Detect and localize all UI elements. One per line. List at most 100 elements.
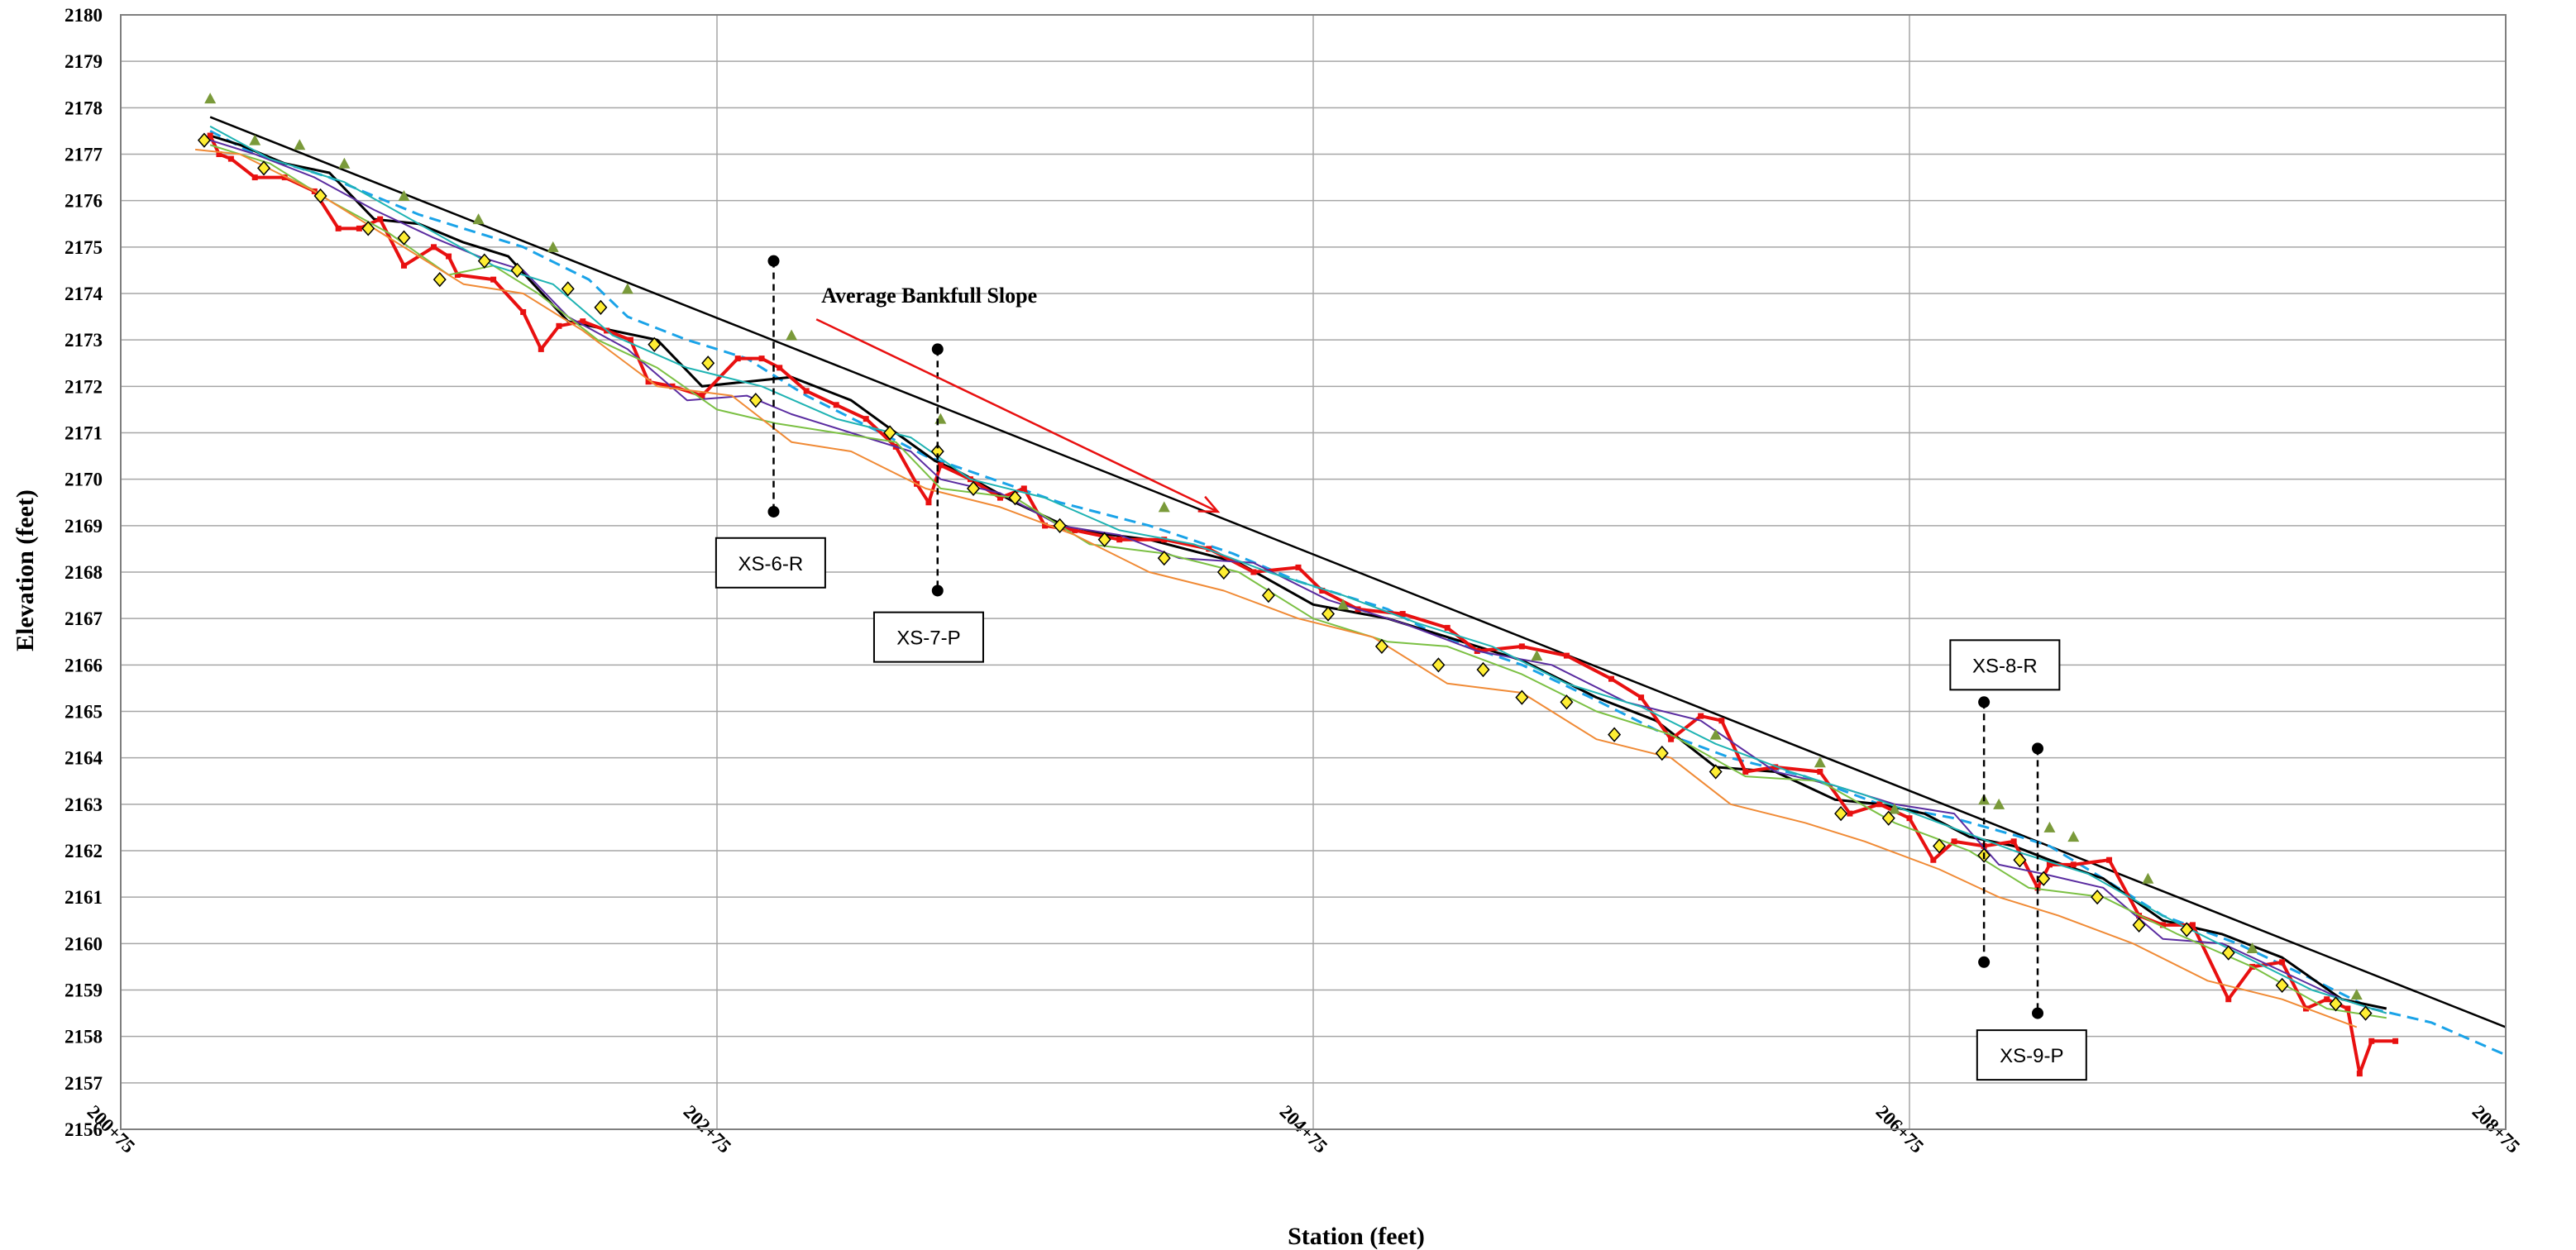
diamond-point <box>1261 587 1275 604</box>
y-tick-label: 2173 <box>65 330 103 351</box>
diamond-point <box>2180 922 2194 938</box>
diamond-point <box>2091 890 2105 905</box>
diamond-point <box>361 221 375 236</box>
y-tick-label: 2179 <box>65 51 103 72</box>
y-tick-label: 2167 <box>65 608 103 629</box>
triangle-point <box>2246 942 2258 953</box>
series-marker <box>669 383 676 389</box>
series-marker <box>1951 838 1957 845</box>
series-marker <box>1116 537 1123 543</box>
series-marker <box>207 132 213 139</box>
series-marker <box>1608 675 1614 682</box>
y-tick-label: 2171 <box>65 423 103 444</box>
diamond-point <box>1097 532 1111 547</box>
cross-section-label: XS-9-P <box>2000 1045 2063 1067</box>
diamond-point <box>967 480 981 497</box>
series-marker <box>2046 861 2053 868</box>
series-marker <box>645 379 652 385</box>
y-tick-label: 2162 <box>65 841 103 861</box>
annotation-arrowhead <box>1197 495 1221 513</box>
cross-section-label-box <box>1976 1029 2087 1081</box>
diamond-point <box>648 336 662 352</box>
diamond-point <box>1053 518 1067 533</box>
series-marker <box>1518 643 1525 650</box>
diamond-point <box>1321 606 1336 622</box>
series-marker <box>1072 527 1078 533</box>
plot-border <box>120 14 2507 1130</box>
triangle-point <box>2142 872 2154 884</box>
data-series <box>194 93 2507 1077</box>
diamond-point <box>257 160 271 176</box>
series-marker <box>1295 564 1302 570</box>
cross-section-endpoint <box>931 584 944 597</box>
series-line <box>209 144 2387 1019</box>
series-marker <box>556 322 562 329</box>
series-marker <box>1444 624 1450 631</box>
series-marker <box>1698 713 1704 719</box>
triangle-point <box>786 329 798 341</box>
triangle-point <box>1531 650 1543 661</box>
series-marker <box>2189 922 2196 928</box>
series-marker <box>356 225 362 231</box>
diamond-point <box>1515 689 1529 705</box>
y-tick-label: 2175 <box>65 237 103 258</box>
diamond-point <box>1157 551 1171 566</box>
cross-section-endpoint <box>2032 742 2044 755</box>
series-marker <box>1876 801 1883 808</box>
diamond-point <box>2132 917 2146 933</box>
diamond-point <box>2275 977 2289 994</box>
series-marker <box>803 388 810 394</box>
bankfull-slope-line <box>209 116 2507 1028</box>
series-marker <box>1742 769 1749 775</box>
series-marker <box>699 393 705 399</box>
cross-section-label-box <box>1949 639 2061 691</box>
cross-section-label: XS-6-R <box>738 553 804 575</box>
triangle-point <box>2067 831 2080 842</box>
series-marker <box>2010 838 2017 845</box>
triangle-point <box>1158 501 1170 513</box>
series-marker <box>1817 769 1823 775</box>
series-marker <box>925 499 932 506</box>
y-tick-label: 2160 <box>65 933 103 954</box>
series-marker <box>2344 1005 2351 1012</box>
triangle-point <box>2350 989 2363 1000</box>
series-marker <box>216 151 222 157</box>
cross-section-endpoint <box>767 255 780 267</box>
diamond-point <box>2329 996 2343 1012</box>
series-marker <box>937 462 944 469</box>
series-marker <box>2356 1071 2363 1077</box>
diamond-point <box>748 393 762 408</box>
series-marker <box>758 355 765 362</box>
y-axis-title: Elevation (feet) <box>12 489 39 651</box>
triangle-point <box>1709 728 1722 740</box>
series-marker <box>446 253 452 260</box>
diamond-point <box>1560 694 1574 710</box>
diamond-point <box>2037 871 2051 886</box>
y-tick-label: 2156 <box>65 1119 103 1140</box>
series-line <box>208 135 2396 1076</box>
diamond-point <box>1431 657 1446 673</box>
series-marker <box>1161 537 1168 543</box>
series-marker <box>1847 810 1853 817</box>
y-tick-label: 2172 <box>65 376 103 397</box>
y-tick-label: 2165 <box>65 702 103 723</box>
triangle-point <box>472 213 485 225</box>
y-tick-label: 2176 <box>65 191 103 212</box>
series-marker <box>1250 569 1257 575</box>
series-marker <box>863 416 869 422</box>
diamond-point <box>1216 564 1231 580</box>
series-marker <box>251 174 258 181</box>
y-tick-label: 2158 <box>65 1027 103 1047</box>
cross-section-label-box <box>714 537 826 589</box>
triangle-point <box>204 93 217 104</box>
diamond-point <box>2221 945 2235 961</box>
y-tick-label: 2169 <box>65 516 103 537</box>
triangle-point <box>2043 821 2056 833</box>
series-marker <box>2279 959 2286 966</box>
triangle-point <box>1814 756 1826 768</box>
cross-section-endpoint <box>1978 696 1991 708</box>
triangle-point <box>338 157 351 169</box>
y-tick-label: 2164 <box>65 748 103 769</box>
series-marker <box>227 155 234 162</box>
series-marker <box>538 346 544 352</box>
